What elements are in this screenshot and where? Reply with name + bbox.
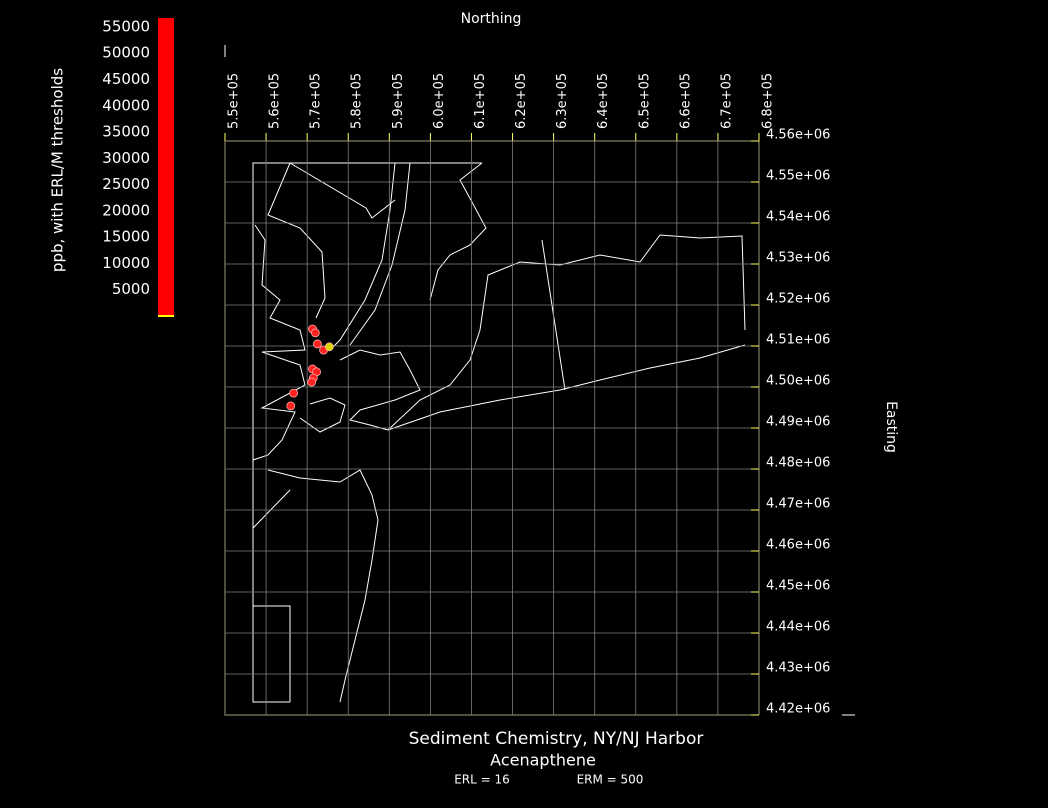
x-tick-label: 6.0e+05	[432, 73, 447, 129]
sample-point	[324, 342, 334, 352]
y-tick-label: 4.42e+06	[766, 702, 830, 717]
y-tick-label: 4.56e+06	[766, 128, 830, 143]
x-axis-label: Northing	[461, 11, 522, 27]
x-tick-label: 5.7e+05	[309, 73, 324, 129]
colorbar-tick-label: 30000	[102, 149, 150, 167]
boundary	[289, 162, 396, 219]
y-tick-label: 4.44e+06	[766, 620, 830, 635]
x-tick-label: 6.7e+05	[719, 73, 734, 129]
annotation: ERM = 500	[577, 773, 644, 787]
boundary	[267, 162, 326, 319]
colorbar-tick-label: 25000	[102, 175, 150, 193]
brooklyn	[339, 349, 421, 431]
y-tick-label: 4.54e+06	[766, 210, 830, 225]
boundary	[252, 162, 482, 703]
colorbar-tick-label: 40000	[102, 96, 150, 114]
colorbar	[158, 18, 174, 316]
y-axis-label: Easting	[883, 401, 899, 453]
x-tick-label: 6.3e+05	[555, 73, 570, 129]
long-island-north	[387, 234, 746, 431]
colorbar-tick-label: 55000	[102, 17, 150, 35]
boundary	[429, 162, 487, 301]
x-tick-label: 6.1e+05	[473, 73, 488, 129]
y-tick-label: 4.43e+06	[766, 661, 830, 676]
y-tick-label: 4.47e+06	[766, 497, 830, 512]
x-tick-label: 5.9e+05	[391, 73, 406, 129]
colorbar-tick-label: 50000	[102, 44, 150, 62]
sample-point	[307, 377, 317, 387]
x-tick-label: 6.4e+05	[596, 73, 611, 129]
colorbar-tick-label: 45000	[102, 70, 150, 88]
y-tick-label: 4.53e+06	[766, 251, 830, 266]
sample-point	[289, 388, 298, 398]
sample-point	[286, 401, 296, 411]
hudson	[349, 162, 411, 346]
y-tick-label: 4.48e+06	[766, 456, 830, 471]
x-tick-label: 5.6e+05	[268, 73, 283, 129]
colorbar-tick-label: 10000	[102, 254, 150, 272]
nj-coast	[252, 224, 306, 461]
sample-point	[313, 339, 322, 349]
long-island-south	[387, 344, 746, 431]
y-tick-label: 4.50e+06	[766, 374, 830, 389]
x-tick-label: 6.2e+05	[514, 73, 529, 129]
colorbar-tick-label: 15000	[102, 228, 150, 246]
chart-title: Sediment Chemistry, NY/NJ Harbor	[409, 729, 704, 749]
nj-shore	[252, 489, 291, 529]
x-tick-label: 5.8e+05	[350, 73, 365, 129]
sample-point	[310, 328, 320, 338]
chart-subtitle: Acenapthene	[490, 751, 596, 770]
colorbar-tick-label: 20000	[102, 201, 150, 219]
staten-island	[299, 397, 346, 433]
hudson	[329, 162, 396, 351]
colorbar-label: ppb, with ERL/M thresholds	[49, 68, 67, 272]
y-tick-label: 4.45e+06	[766, 579, 830, 594]
y-tick-label: 4.49e+06	[766, 415, 830, 430]
x-tick-label: 6.5e+05	[637, 73, 652, 129]
x-tick-label: 6.8e+05	[761, 73, 776, 129]
y-tick-label: 4.55e+06	[766, 169, 830, 184]
y-tick-label: 4.52e+06	[766, 292, 830, 307]
x-tick-label: 5.5e+05	[227, 73, 242, 129]
x-tick-label: 6.6e+05	[678, 73, 693, 129]
annotation: ERL = 16	[454, 773, 510, 787]
y-tick-label: 4.51e+06	[766, 333, 830, 348]
colorbar-tick-label: 35000	[102, 123, 150, 141]
boundary	[253, 605, 291, 702]
nj-shore	[267, 469, 379, 703]
y-tick-label: 4.46e+06	[766, 538, 830, 553]
colorbar-tick-label: 5000	[112, 280, 150, 298]
